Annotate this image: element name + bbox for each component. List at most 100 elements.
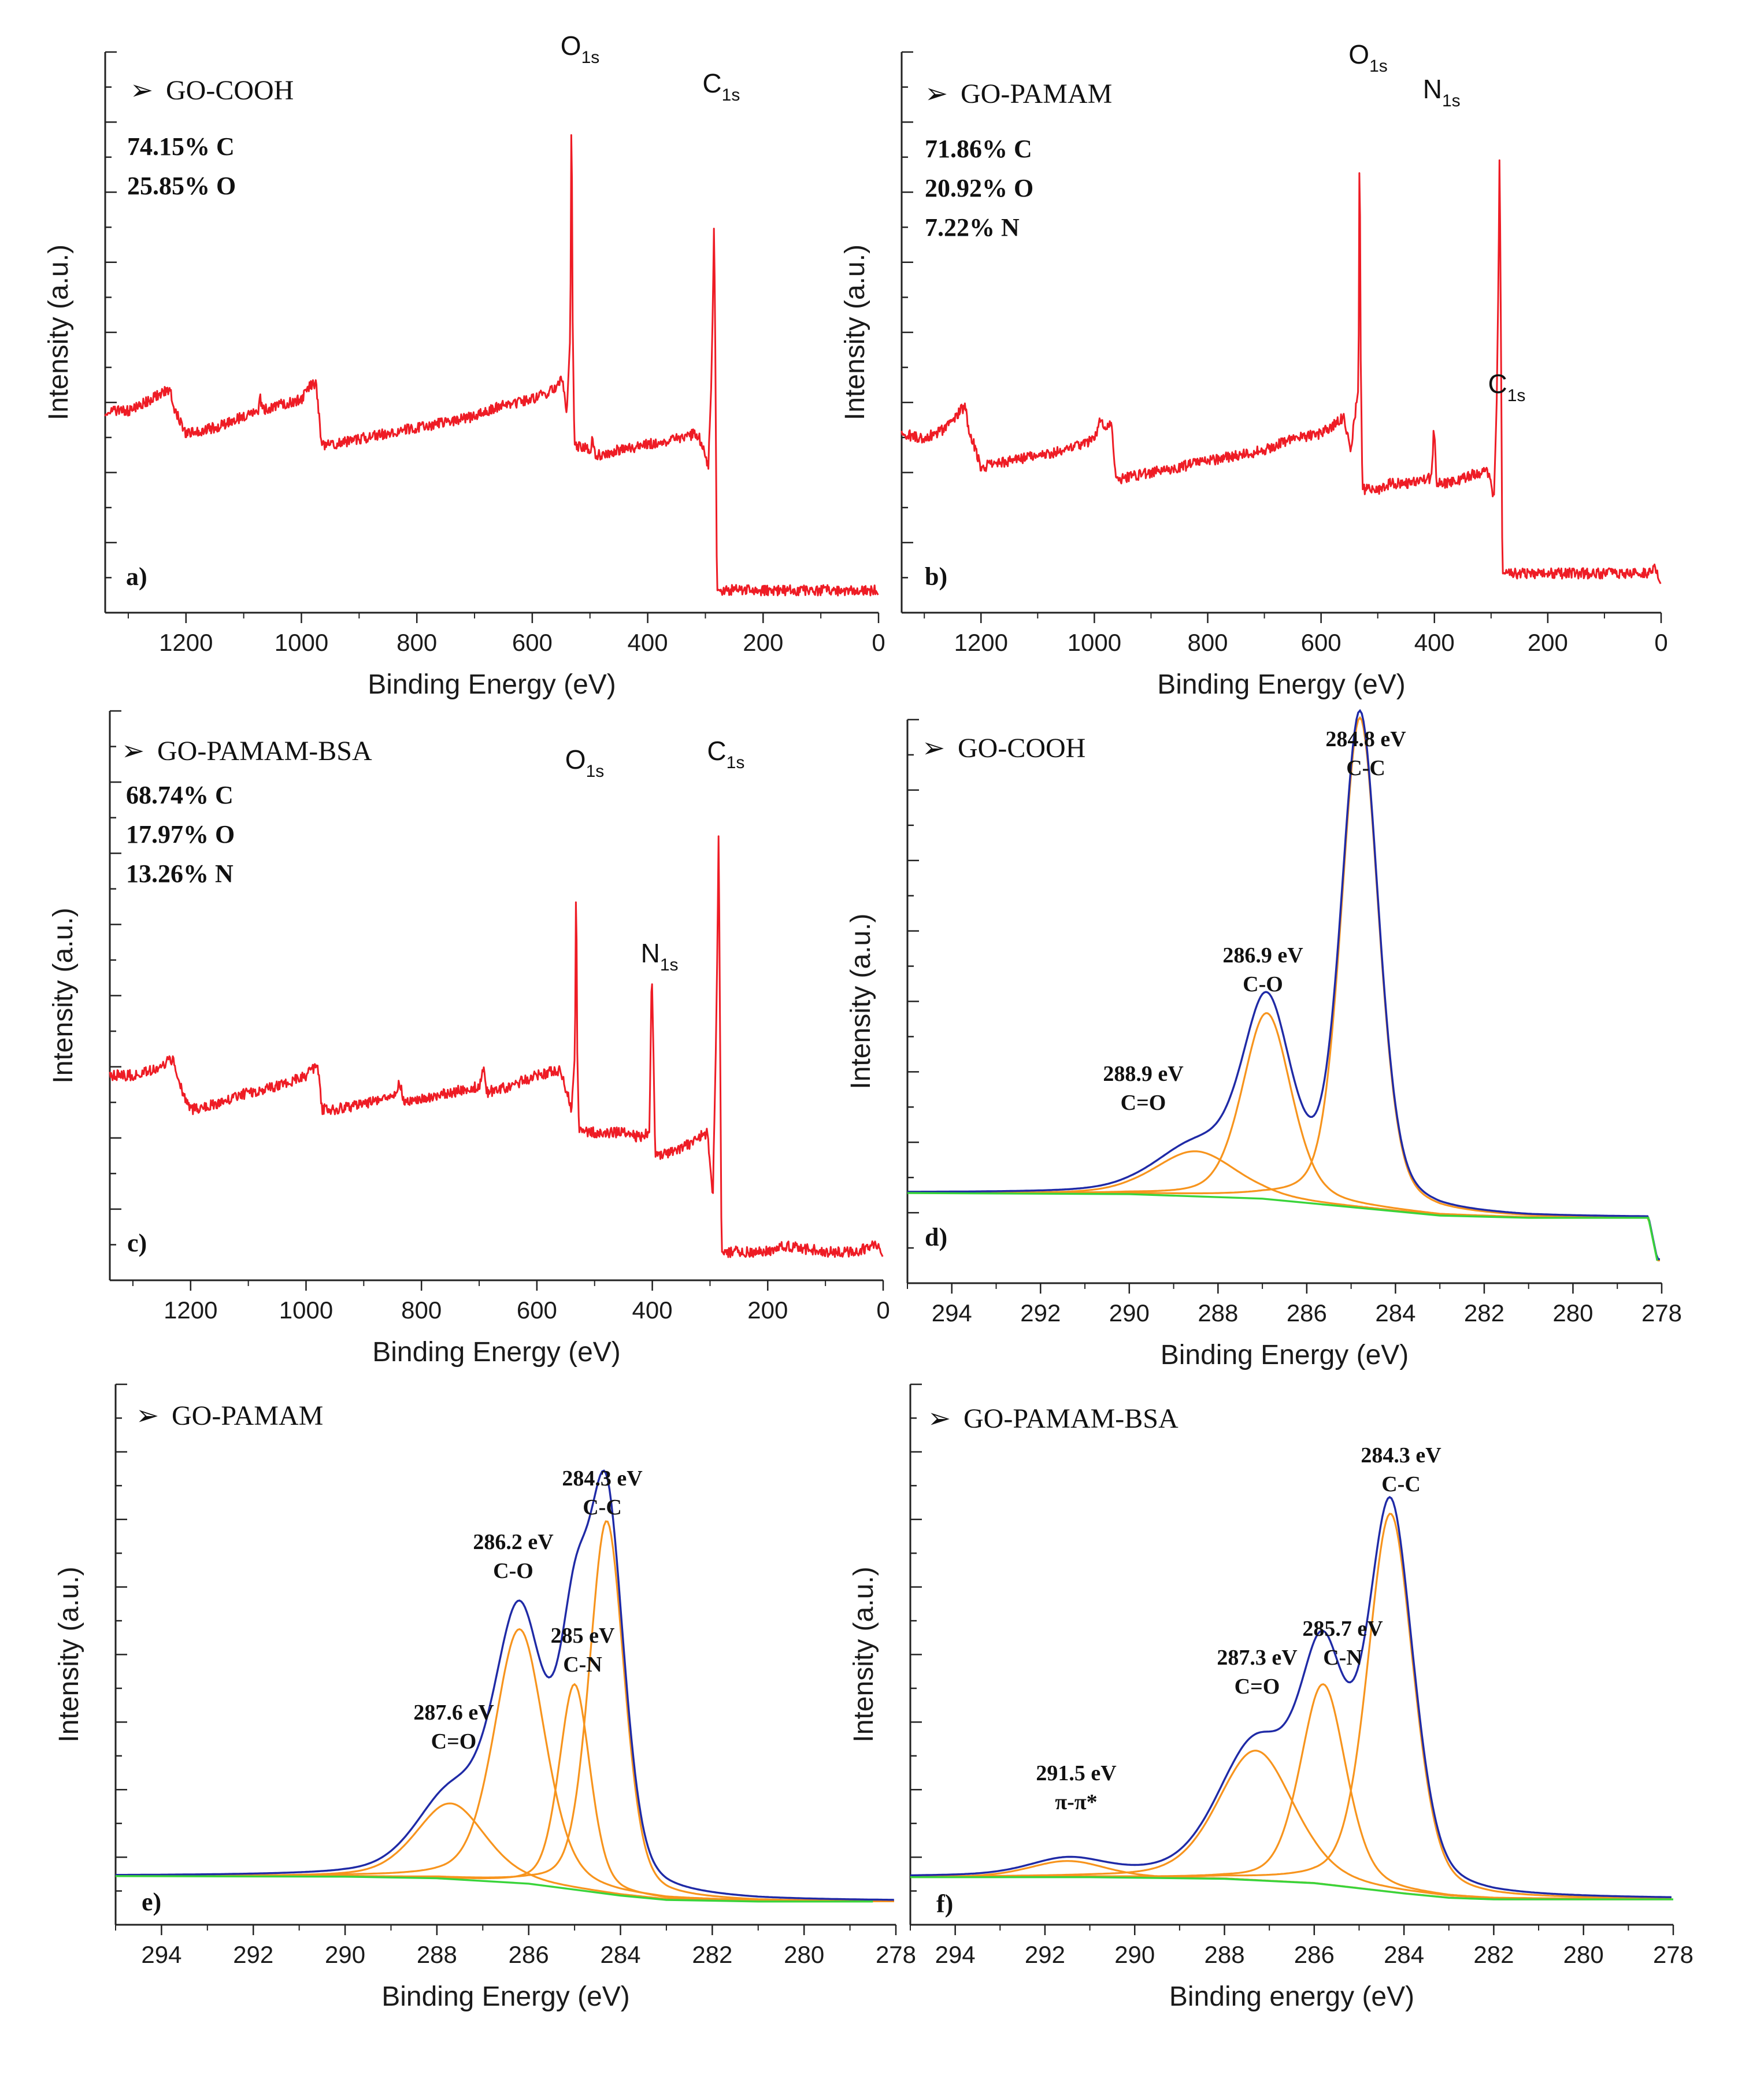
x-axis-title: Binding Energy (eV) <box>1157 669 1406 700</box>
x-tick-label: 1200 <box>954 629 1008 656</box>
x-tick-label: 400 <box>632 1296 673 1324</box>
panel-tag: f) <box>936 1889 953 1918</box>
peak-subscript: 1s <box>1369 57 1388 76</box>
x-tick-label: 400 <box>628 629 668 656</box>
peak-label: N1s <box>1423 74 1461 110</box>
legend: ➢ GO-PAMAM-BSA <box>121 736 372 766</box>
legend-label: GO-PAMAM <box>172 1401 323 1431</box>
peak-label: N1s <box>641 938 679 975</box>
composition-value: 13.26% N <box>126 859 234 888</box>
fit-component-2-line <box>116 1683 894 1902</box>
peak-label: C1s <box>707 736 744 772</box>
legend-label: GO-PAMAM-BSA <box>157 736 372 766</box>
x-tick-label: 1200 <box>159 629 213 656</box>
peak-energy-label: 287.6 eV <box>413 1700 494 1725</box>
composition-value: 7.22% N <box>925 213 1020 242</box>
fit-component-1-line <box>907 1012 1660 1261</box>
survey-spectrum-line <box>104 134 879 597</box>
peak-bond-label: C-C <box>1346 756 1385 780</box>
peak-label: C1s <box>702 68 740 105</box>
peak-energy-label: 286.9 eV <box>1222 943 1303 968</box>
background-line <box>907 1192 1658 1261</box>
peak-bond-label: C-O <box>493 1559 533 1583</box>
x-tick-label: 278 <box>1653 1941 1693 1968</box>
background-line <box>910 1876 1673 1900</box>
x-tick-label: 278 <box>876 1941 916 1968</box>
x-tick-label: 292 <box>1025 1941 1065 1968</box>
legend-label: GO-PAMAM <box>961 79 1112 109</box>
composition-value: 17.97% O <box>126 820 235 849</box>
x-axis-title: Binding Energy (eV) <box>1161 1340 1409 1370</box>
peak-energy-label: 284.3 eV <box>1361 1443 1441 1468</box>
composition-value: 74.15% C <box>127 132 235 161</box>
peak-bond-label: C-O <box>1243 972 1283 996</box>
legend: ➢ GO-PAMAM <box>925 79 1112 109</box>
survey-spectrum-line <box>900 159 1662 584</box>
legend-arrow-icon: ➢ <box>928 1403 951 1434</box>
peak-bond-label: C-C <box>1381 1472 1421 1496</box>
peak-bond-label: C=O <box>1235 1674 1280 1699</box>
peak-bond-label: C-N <box>563 1653 602 1677</box>
panel-a: 1200 1000 800 600 400 200 0 Binding Energy (eV)… <box>43 31 885 700</box>
peak-bond-label: C-C <box>583 1495 622 1520</box>
peak-element: O <box>561 31 581 61</box>
x-tick-label: 800 <box>1187 629 1228 656</box>
x-axis-title: Binding energy (eV) <box>1169 1981 1414 2012</box>
peak-element: N <box>641 938 660 968</box>
x-axis-title: Binding Energy (eV) <box>372 1337 621 1368</box>
x-tick-label: 280 <box>1552 1299 1593 1327</box>
x-tick-label: 286 <box>1287 1299 1327 1327</box>
y-axis-title: Intensity (a.u.) <box>846 913 876 1089</box>
peak-bond-label: C=O <box>1121 1091 1166 1115</box>
fit-component-0-line <box>907 716 1660 1261</box>
panel-tag: d) <box>925 1223 947 1251</box>
x-tick-label: 286 <box>509 1941 549 1968</box>
envelope-line <box>910 1496 1672 1898</box>
legend: ➢ GO-COOH <box>130 75 294 106</box>
legend: ➢ GO-PAMAM <box>136 1401 323 1431</box>
legend-arrow-icon: ➢ <box>925 79 948 109</box>
legend-arrow-icon: ➢ <box>130 75 153 106</box>
x-tick-label: 0 <box>1654 629 1667 656</box>
legend-label: GO-COOH <box>166 75 294 106</box>
envelope-line <box>116 1469 894 1901</box>
peak-subscript: 1s <box>722 86 740 105</box>
peak-subscript: 1s <box>727 753 745 772</box>
panel-d: 294 292 290 288 286 284 282 280 278 Binding Energ… <box>846 709 1682 1370</box>
peak-subscript: 1s <box>660 955 679 975</box>
x-tick-label: 288 <box>417 1941 457 1968</box>
x-tick-label: 800 <box>396 629 437 656</box>
x-axis-title: Binding Energy (eV) <box>381 1981 630 2012</box>
x-tick-label: 288 <box>1204 1941 1244 1968</box>
x-tick-label: 1000 <box>279 1296 333 1324</box>
peak-bond-label: C=O <box>431 1729 477 1754</box>
legend: ➢ GO-COOH <box>922 733 1085 764</box>
peak-label: O1s <box>565 744 604 781</box>
legend-label: GO-COOH <box>958 733 1085 764</box>
x-tick-label: 1000 <box>275 629 328 656</box>
x-tick-label: 200 <box>747 1296 788 1324</box>
panel-f: 294 292 290 288 286 284 282 280 278 Binding energ… <box>848 1383 1693 2012</box>
peak-element: C <box>1488 369 1507 399</box>
peak-bond-label: π-π* <box>1055 1790 1097 1814</box>
peak-subscript: 1s <box>1442 91 1461 110</box>
fit-component-2-line <box>907 1150 1660 1262</box>
legend-label: GO-PAMAM-BSA <box>963 1403 1179 1434</box>
x-tick-label: 600 <box>1301 629 1341 656</box>
peak-label: C1s <box>1488 369 1526 405</box>
legend-arrow-icon: ➢ <box>136 1401 159 1431</box>
fit-component-3-line <box>116 1802 894 1902</box>
x-tick-label: 600 <box>512 629 553 656</box>
x-tick-label: 282 <box>1473 1941 1514 1968</box>
fit-component-2-line <box>910 1750 1672 1900</box>
peak-energy-label: 287.3 eV <box>1217 1646 1298 1670</box>
x-tick-label: 800 <box>401 1296 442 1324</box>
x-tick-label: 280 <box>784 1941 824 1968</box>
composition-value: 71.86% C <box>925 135 1032 163</box>
fit-component-0-line <box>910 1513 1672 1899</box>
peak-energy-label: 284.8 eV <box>1325 727 1406 751</box>
y-axis-title: Intensity (a.u.) <box>48 907 79 1083</box>
x-tick-label: 284 <box>1375 1299 1415 1327</box>
